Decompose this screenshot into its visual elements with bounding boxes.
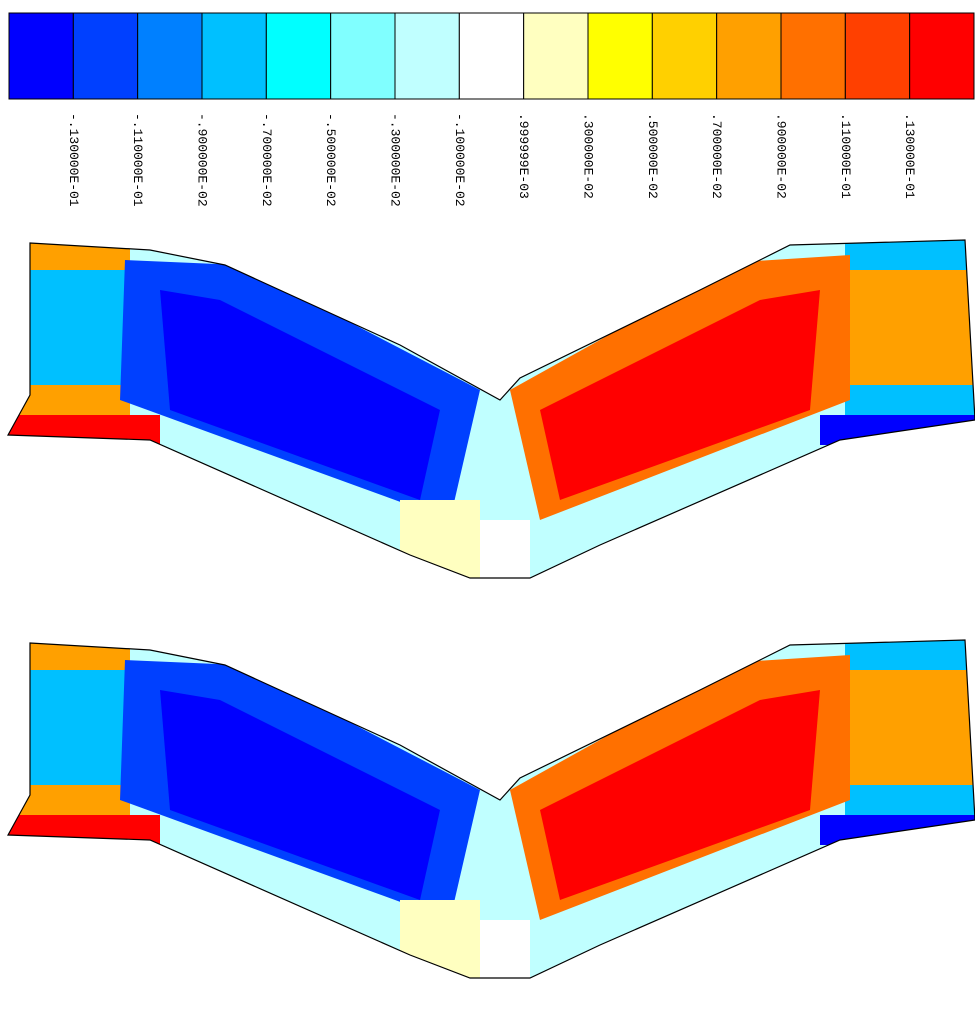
legend-label: -.130000E-01	[66, 113, 81, 207]
legend-label: .900000E-02	[774, 113, 789, 199]
color-swatch	[909, 12, 975, 100]
color-swatch	[587, 12, 653, 100]
legend-label: -.300000E-02	[388, 113, 403, 207]
legend-label: -.900000E-02	[195, 113, 210, 207]
legend-label: -.700000E-02	[259, 113, 274, 207]
color-swatch	[780, 12, 846, 100]
legend-label: .130000E-01	[902, 113, 917, 199]
legend-label: .500000E-02	[645, 113, 660, 199]
legend-label: .999999E-03	[516, 113, 531, 199]
color-swatch	[716, 12, 782, 100]
legend-label: -.500000E-02	[323, 113, 338, 207]
contour-plot-fine	[0, 630, 975, 990]
color-swatch	[201, 12, 267, 100]
color-swatch	[651, 12, 718, 100]
color-swatch	[330, 12, 396, 100]
legend-label: .110000E-01	[838, 113, 853, 199]
legend-label: -.110000E-01	[130, 113, 145, 207]
legend-label: .700000E-02	[709, 113, 724, 199]
contour-plot-coarse	[0, 230, 975, 590]
color-swatch	[265, 12, 332, 100]
color-swatch	[72, 12, 139, 100]
color-swatch	[394, 12, 460, 100]
color-swatch	[8, 12, 74, 100]
legend-label: -.100000E-02	[452, 113, 467, 207]
legend-label: .300000E-02	[581, 113, 596, 199]
color-swatch	[844, 12, 911, 100]
color-swatch	[458, 12, 525, 100]
color-swatch	[523, 12, 589, 100]
color-swatch	[137, 12, 203, 100]
